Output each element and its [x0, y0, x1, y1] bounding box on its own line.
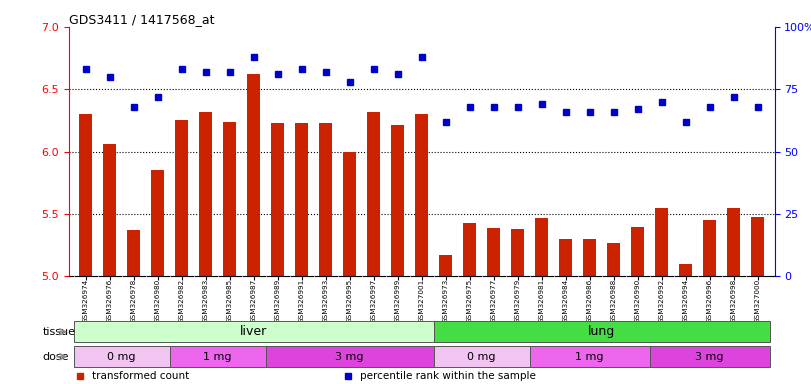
Bar [271, 123, 285, 276]
Text: GSM326982: GSM326982 [178, 279, 185, 323]
Text: GSM326981: GSM326981 [539, 279, 545, 323]
Bar [607, 243, 620, 276]
Bar [511, 229, 525, 276]
Text: GSM326983: GSM326983 [203, 279, 208, 323]
Bar [391, 126, 405, 276]
Bar [487, 228, 500, 276]
Text: 1 mg: 1 mg [204, 352, 232, 362]
Text: GSM326994: GSM326994 [683, 279, 689, 323]
Text: GSM326995: GSM326995 [347, 279, 353, 323]
Text: 1 mg: 1 mg [576, 352, 604, 362]
Bar [247, 74, 260, 276]
Bar [631, 227, 644, 276]
Bar [530, 346, 650, 367]
Text: GSM326977: GSM326977 [491, 279, 496, 323]
Bar [439, 255, 453, 276]
Text: GSM326978: GSM326978 [131, 279, 137, 323]
Text: percentile rank within the sample: percentile rank within the sample [359, 371, 535, 381]
Text: GSM326987: GSM326987 [251, 279, 257, 323]
Text: GSM326993: GSM326993 [323, 279, 328, 323]
Text: GSM326990: GSM326990 [635, 279, 641, 323]
Text: GSM326989: GSM326989 [275, 279, 281, 323]
Text: GSM326975: GSM326975 [466, 279, 473, 323]
Text: GSM326992: GSM326992 [659, 279, 665, 323]
Bar [434, 321, 770, 343]
Bar [223, 122, 236, 276]
Text: GSM326999: GSM326999 [395, 279, 401, 323]
Text: dose: dose [42, 352, 69, 362]
Bar [343, 152, 356, 276]
Bar [650, 346, 770, 367]
Bar [535, 218, 548, 276]
Bar [266, 346, 434, 367]
Text: GSM326979: GSM326979 [515, 279, 521, 323]
Text: GSM326984: GSM326984 [563, 279, 569, 323]
Bar [151, 170, 165, 276]
Bar [463, 223, 476, 276]
Bar [103, 144, 116, 276]
Text: 3 mg: 3 mg [336, 352, 364, 362]
Text: GSM326986: GSM326986 [586, 279, 593, 323]
Bar [127, 230, 140, 276]
Text: GSM326985: GSM326985 [227, 279, 233, 323]
Text: GSM326974: GSM326974 [83, 279, 88, 323]
Bar [679, 264, 693, 276]
Bar [200, 112, 212, 276]
Bar [655, 208, 668, 276]
Text: GSM327000: GSM327000 [755, 279, 761, 323]
Bar [727, 208, 740, 276]
Bar [74, 346, 169, 367]
Text: transformed count: transformed count [92, 371, 189, 381]
Text: GSM326980: GSM326980 [155, 279, 161, 323]
Text: GSM326998: GSM326998 [731, 279, 736, 323]
Text: GDS3411 / 1417568_at: GDS3411 / 1417568_at [69, 13, 214, 26]
Text: liver: liver [240, 325, 268, 338]
Bar [175, 121, 188, 276]
Text: GSM326996: GSM326996 [706, 279, 713, 323]
Bar [434, 346, 530, 367]
Bar [74, 321, 434, 343]
Text: 0 mg: 0 mg [467, 352, 496, 362]
Bar [367, 112, 380, 276]
Bar [559, 239, 573, 276]
Text: tissue: tissue [42, 327, 75, 337]
Text: GSM326997: GSM326997 [371, 279, 377, 323]
Bar [583, 239, 596, 276]
Bar [751, 217, 764, 276]
Bar [295, 123, 308, 276]
Text: GSM326991: GSM326991 [298, 279, 305, 323]
Text: lung: lung [588, 325, 616, 338]
Bar [79, 114, 92, 276]
Bar [415, 114, 428, 276]
Bar [319, 123, 333, 276]
Text: 3 mg: 3 mg [696, 352, 724, 362]
Text: GSM326988: GSM326988 [611, 279, 616, 323]
Text: GSM326973: GSM326973 [443, 279, 448, 323]
Text: 0 mg: 0 mg [108, 352, 136, 362]
Bar [703, 220, 716, 276]
Bar [169, 346, 266, 367]
Text: GSM326976: GSM326976 [107, 279, 113, 323]
Text: GSM327001: GSM327001 [418, 279, 425, 323]
